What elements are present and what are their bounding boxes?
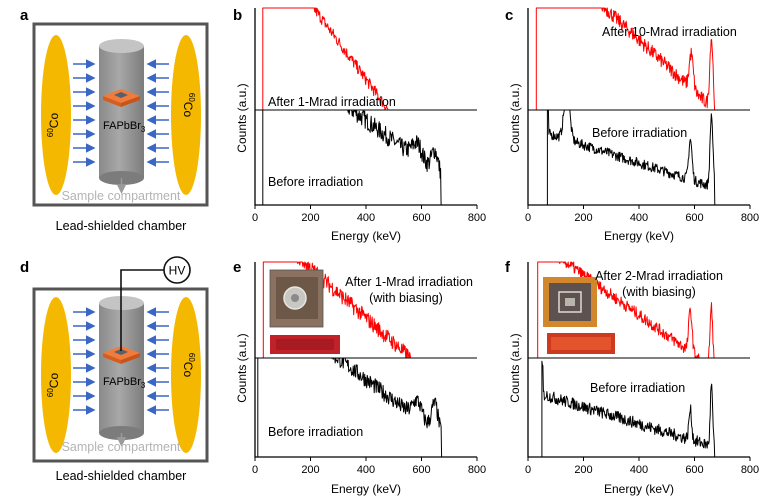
x-tick-label: 0 xyxy=(525,464,531,476)
annotation-before: Before irradiation xyxy=(590,381,685,395)
panel-a: a xyxy=(20,7,209,233)
sample-label: FAPbBr3 xyxy=(103,120,146,134)
y-axis-label: Counts (a.u.) xyxy=(508,333,522,402)
chamber-label: Lead-shielded chamber xyxy=(56,219,187,233)
gamma-arrows-right xyxy=(146,59,169,167)
x-tick-label: 800 xyxy=(741,464,759,476)
source-label-right: 60Co xyxy=(181,93,196,118)
x-tick-label: 200 xyxy=(574,464,592,476)
x-tick-label: 0 xyxy=(252,212,258,224)
device-photo-top xyxy=(269,269,324,328)
source-label-left: 60Co xyxy=(46,373,61,398)
x-axis-label: Energy (keV) xyxy=(604,229,674,243)
chart-c: c After 10-Mrad irradiation Before irrad… xyxy=(505,7,759,243)
x-tick-label: 600 xyxy=(412,212,430,224)
series-before-irradiation xyxy=(541,360,750,458)
sample-cylinder xyxy=(99,39,144,185)
gamma-arrows-left xyxy=(73,307,96,415)
x-tick-label: 400 xyxy=(357,464,375,476)
x-tick-label: 600 xyxy=(412,464,430,476)
series-before-irradiation xyxy=(262,109,477,206)
gamma-arrows-right xyxy=(146,307,169,415)
chamber-box xyxy=(32,22,209,207)
x-ticks: 0 200 400 600 800 xyxy=(525,205,759,224)
y-axis-label: Counts (a.u.) xyxy=(235,83,249,152)
series-line xyxy=(546,109,750,206)
panel-e-letter: e xyxy=(233,259,241,276)
x-tick-label: 400 xyxy=(357,212,375,224)
x-tick-label: 800 xyxy=(468,464,486,476)
x-tick-label: 600 xyxy=(685,212,703,224)
series-after-irradiation xyxy=(535,7,750,111)
x-tick-label: 400 xyxy=(630,464,648,476)
x-ticks: 0 200 400 600 800 xyxy=(252,205,486,224)
panel-d-letter: d xyxy=(20,259,29,276)
panel-f-letter: f xyxy=(505,259,511,276)
x-tick-label: 0 xyxy=(252,464,258,476)
annotation-biasing: (with biasing) xyxy=(622,285,696,299)
chamber-label: Lead-shielded chamber xyxy=(56,469,187,483)
series-line xyxy=(262,109,477,206)
panel-d: d xyxy=(20,256,209,483)
co60-source-left xyxy=(41,35,71,195)
chart-b: b After 1-Mrad irradiation Before irradi… xyxy=(233,7,486,243)
annotation-biasing: (with biasing) xyxy=(369,291,443,305)
y-axis-label: Counts (a.u.) xyxy=(235,333,249,402)
x-axis-label: Energy (keV) xyxy=(331,229,401,243)
fapbbr3-crystal xyxy=(103,346,140,364)
panel-b-letter: b xyxy=(233,7,242,24)
x-tick-label: 200 xyxy=(574,212,592,224)
panel-a-letter: a xyxy=(20,7,29,24)
series-before-irradiation xyxy=(546,109,750,206)
panel-c-letter: c xyxy=(505,7,513,24)
co60-source-right xyxy=(171,297,201,453)
y-axis-label: Counts (a.u.) xyxy=(508,83,522,152)
compartment-label: Sample compartment xyxy=(62,440,181,454)
device-photo-bottom xyxy=(270,335,340,354)
series-line xyxy=(535,7,750,111)
series-line xyxy=(541,360,750,458)
series-before-irradiation xyxy=(257,357,477,458)
co60-source-left xyxy=(41,297,71,453)
hv-wire xyxy=(120,269,165,351)
x-tick-label: 0 xyxy=(525,212,531,224)
compartment-label: Sample compartment xyxy=(62,189,181,203)
source-label-right: 60Co xyxy=(181,353,196,378)
x-axis-label: Energy (keV) xyxy=(604,482,674,496)
device-photo-bottom xyxy=(547,333,615,354)
series-line xyxy=(257,357,477,458)
x-ticks: 0 200 400 600 800 xyxy=(525,457,759,476)
x-tick-label: 800 xyxy=(468,212,486,224)
annotation-after: After 1-Mrad irradiation xyxy=(268,95,396,109)
x-tick-label: 600 xyxy=(685,464,703,476)
gamma-arrows-left xyxy=(73,59,96,167)
annotation-before: Before irradiation xyxy=(268,175,363,189)
device-photo-top xyxy=(543,277,597,327)
x-tick-label: 200 xyxy=(301,464,319,476)
x-tick-label: 400 xyxy=(630,212,648,224)
fapbbr3-crystal xyxy=(103,89,140,107)
source-label-left: 60Co xyxy=(46,113,61,138)
x-axis-label: Energy (keV) xyxy=(331,482,401,496)
hv-supply-icon xyxy=(163,256,191,284)
annotation-before: Before irradiation xyxy=(592,126,687,140)
co60-source-right xyxy=(171,35,201,195)
annotation-after: After 1-Mrad irradiation xyxy=(345,275,473,289)
hv-label: HV xyxy=(169,264,186,278)
chart-f: f After 2-Mrad irradiation (with biasing… xyxy=(505,259,759,496)
sample-label: FAPbBr3 xyxy=(103,376,146,390)
x-tick-label: 800 xyxy=(741,212,759,224)
annotation-after: After 2-Mrad irradiation xyxy=(595,269,723,283)
annotation-before: Before irradiation xyxy=(268,425,363,439)
chart-e: e After 1-Mrad irradiation (with biasing… xyxy=(233,259,486,496)
x-ticks: 0 200 400 600 800 xyxy=(252,457,486,476)
annotation-after: After 10-Mrad irradiation xyxy=(602,25,737,39)
x-tick-label: 200 xyxy=(301,212,319,224)
